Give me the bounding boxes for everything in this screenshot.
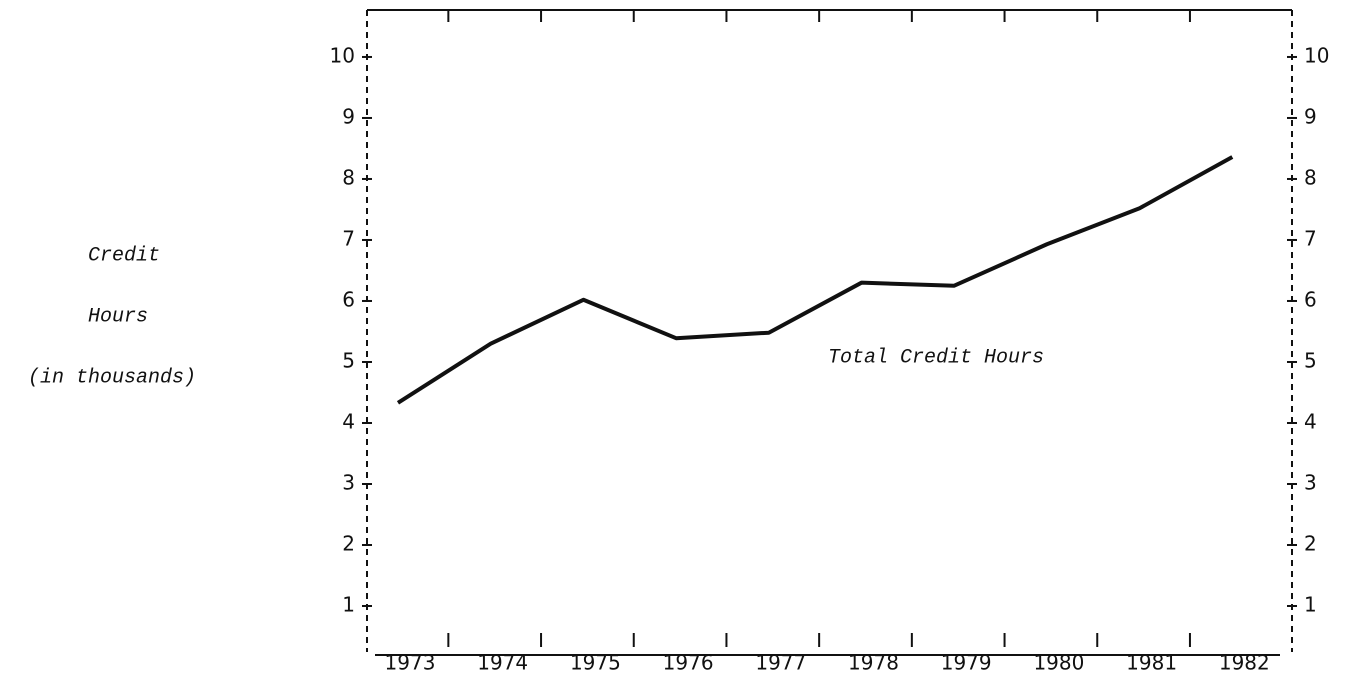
x-tick-label: 1976 — [663, 651, 714, 673]
y2-tick-label: 9 — [1304, 104, 1317, 128]
y-tick-label: 6 — [342, 287, 355, 311]
y-tick-label: 8 — [342, 165, 355, 189]
y2-tick-label: 2 — [1304, 531, 1317, 555]
y2-tick-label: 6 — [1304, 287, 1317, 311]
x-tick-label: 1978 — [848, 651, 899, 673]
y-label: (in thousands) — [28, 366, 196, 389]
y-tick-label: 7 — [342, 226, 355, 250]
x-tick-label: 1980 — [1033, 651, 1084, 673]
line — [396, 155, 1234, 405]
y-tick-label: 4 — [342, 409, 355, 433]
y-tick-label: 10 — [330, 43, 355, 67]
y2-tick-label: 10 — [1304, 43, 1329, 67]
x-tick-label: 1974 — [477, 651, 528, 673]
y-tick-label: 1 — [342, 592, 355, 616]
y-tick-label: 3 — [342, 470, 355, 494]
x-tick-label: 1979 — [941, 651, 992, 673]
y2-tick-label: 1 — [1304, 592, 1317, 616]
y-tick-label: 2 — [342, 531, 355, 555]
y-tick-label: 5 — [342, 348, 355, 372]
y2-tick-label: 5 — [1304, 348, 1317, 372]
y2-tick-label: 7 — [1304, 226, 1317, 250]
y2-tick-label: 3 — [1304, 470, 1317, 494]
x-tick-label: 1977 — [755, 651, 806, 673]
x-tick-label: 1975 — [570, 651, 621, 673]
x-tick-label: 1982 — [1219, 651, 1270, 673]
y2-tick-label: 8 — [1304, 165, 1317, 189]
x-tick-label: 1973 — [385, 651, 436, 673]
y-tick-label: 9 — [342, 104, 355, 128]
y-label: Hours — [88, 305, 148, 328]
y-label: Credit — [88, 244, 160, 267]
y2-tick-label: 4 — [1304, 409, 1317, 433]
x-tick-label: 1981 — [1126, 651, 1177, 673]
annotation: Total Credit Hours — [828, 346, 1044, 369]
